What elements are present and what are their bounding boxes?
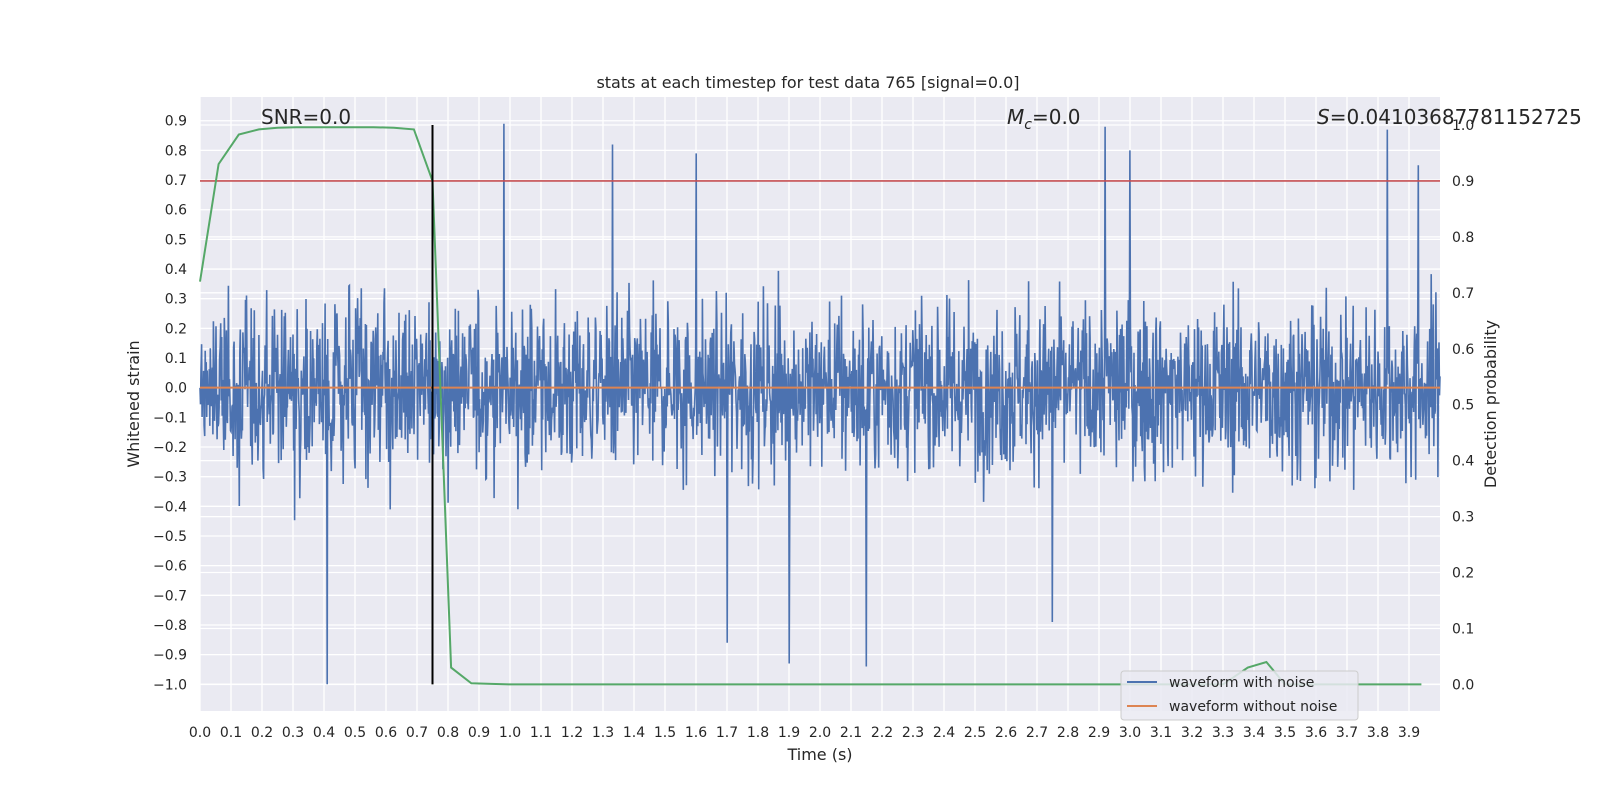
x-tick-label: 0.8: [437, 725, 459, 741]
y2-tick-label: 0.8: [1452, 230, 1474, 246]
y-tick-label: −0.5: [153, 529, 187, 545]
x-tick-label: 3.9: [1398, 725, 1420, 741]
y-tick-label: −0.8: [153, 618, 187, 634]
y-tick-label: −0.9: [153, 648, 187, 664]
y2-tick-label: 0.5: [1452, 398, 1474, 414]
x-tick-label: 2.9: [1088, 725, 1110, 741]
y-tick-label: 0.6: [165, 203, 187, 219]
y-tick-label: −0.2: [153, 440, 187, 456]
y-axis-label: Whitened strain: [124, 340, 143, 467]
x-tick-label: 2.4: [933, 725, 955, 741]
y2-axis-label: Detection probability: [1481, 320, 1500, 488]
x-tick-label: 1.5: [654, 725, 676, 741]
y2-tick-label: 0.0: [1452, 677, 1474, 693]
x-tick-label: 3.5: [1274, 725, 1296, 741]
noise-series: [199, 123, 1441, 685]
x-tick-label: 1.0: [499, 725, 521, 741]
y-tick-label: 0.3: [165, 292, 187, 308]
x-tick-label: 0.9: [468, 725, 490, 741]
y-tick-label: 0.2: [165, 321, 187, 337]
s-annotation: S=0.04103687781152725: [1317, 105, 1582, 129]
x-tick-label: 1.2: [561, 725, 583, 741]
x-tick-label: 2.8: [1057, 725, 1079, 741]
mc-subscript: c: [1024, 117, 1032, 133]
y2-tick-label: 0.2: [1452, 566, 1474, 582]
x-tick-label: 0.5: [344, 725, 366, 741]
y-tick-label: 0.9: [165, 114, 187, 130]
x-tick-label: 2.5: [964, 725, 986, 741]
x-tick-label: 1.9: [778, 725, 800, 741]
x-tick-label: 1.4: [623, 725, 645, 741]
x-tick-label: 2.2: [871, 725, 893, 741]
y-tick-label: −0.3: [153, 470, 187, 486]
y-axis-ticks: 0.9 0.8 0.7 0.6 0.5 0.4 0.3 0.2 0.1 0.0 −0.1 −0.2 −0…: [153, 114, 187, 694]
y-tick-label: 0.7: [165, 173, 187, 189]
y2-tick-label: 1.0: [1452, 118, 1474, 134]
x-tick-label: 3.1: [1150, 725, 1172, 741]
x-tick-label: 0.3: [282, 725, 304, 741]
x-tick-label: 0.2: [251, 725, 273, 741]
y2-axis-ticks: 1.0 0.9 0.8 0.7 0.6 0.5 0.4 0.3 0.2 0.1 0.0: [1452, 118, 1474, 693]
y-tick-label: −0.7: [153, 588, 187, 604]
y-tick-label: 0.4: [165, 262, 187, 278]
legend: waveform with noise waveform without noi…: [1120, 670, 1359, 721]
series-waveform-with-noise: [199, 123, 1441, 685]
x-tick-label: 0.6: [375, 725, 397, 741]
y-tick-label: 0.0: [165, 381, 187, 397]
x-axis-label: Time (s): [786, 745, 852, 764]
snr-annotation: SNR=0.0: [261, 105, 351, 129]
x-tick-label: 0.4: [313, 725, 335, 741]
chart-title: stats at each timestep for test data 765…: [596, 73, 1019, 92]
x-tick-label: 1.1: [530, 725, 552, 741]
x-tick-label: 1.6: [685, 725, 707, 741]
y-tick-label: −0.4: [153, 499, 187, 515]
y-tick-label: −1.0: [153, 677, 187, 693]
y-tick-label: 0.1: [165, 351, 187, 367]
legend-label-noise: waveform with noise: [1169, 675, 1314, 691]
x-tick-label: 0.0: [189, 725, 211, 741]
y2-tick-label: 0.1: [1452, 621, 1474, 637]
x-tick-label: 0.7: [406, 725, 428, 741]
x-tick-label: 3.4: [1243, 725, 1265, 741]
x-tick-label: 3.8: [1367, 725, 1389, 741]
mc-value: =0.0: [1032, 105, 1081, 129]
y-tick-label: −0.6: [153, 559, 187, 575]
legend-label-clean: waveform without noise: [1169, 699, 1337, 715]
x-tick-label: 1.8: [747, 725, 769, 741]
x-tick-label: 2.3: [902, 725, 924, 741]
x-tick-label: 2.0: [809, 725, 831, 741]
y-tick-label: 0.8: [165, 143, 187, 159]
x-tick-label: 3.7: [1336, 725, 1358, 741]
y2-tick-label: 0.6: [1452, 342, 1474, 358]
s-symbol: S: [1317, 105, 1330, 129]
x-tick-label: 1.7: [716, 725, 738, 741]
x-tick-label: 3.0: [1119, 725, 1141, 741]
x-tick-label: 3.3: [1212, 725, 1234, 741]
y2-tick-label: 0.9: [1452, 174, 1474, 190]
x-axis-ticks: 0.0 0.1 0.2 0.3 0.4 0.5 0.6 0.7 0.8 0.9 1.0 1.1 1.2 1…: [189, 725, 1420, 741]
s-value: =0.04103687781152725: [1330, 105, 1582, 129]
y2-tick-label: 0.7: [1452, 286, 1474, 302]
x-tick-label: 3.2: [1181, 725, 1203, 741]
mc-symbol: M: [1007, 105, 1024, 129]
x-tick-label: 2.6: [995, 725, 1017, 741]
x-tick-label: 2.1: [840, 725, 862, 741]
y2-tick-label: 0.3: [1452, 510, 1474, 526]
mc-annotation: Mc=0.0: [1007, 105, 1081, 133]
y-tick-label: 0.5: [165, 232, 187, 248]
x-tick-label: 1.3: [592, 725, 614, 741]
y-tick-label: −0.1: [153, 410, 187, 426]
x-tick-label: 0.1: [220, 725, 242, 741]
x-tick-label: 3.6: [1305, 725, 1327, 741]
legend-box: [1120, 670, 1359, 721]
y2-tick-label: 0.4: [1452, 454, 1474, 470]
x-tick-label: 2.7: [1026, 725, 1048, 741]
